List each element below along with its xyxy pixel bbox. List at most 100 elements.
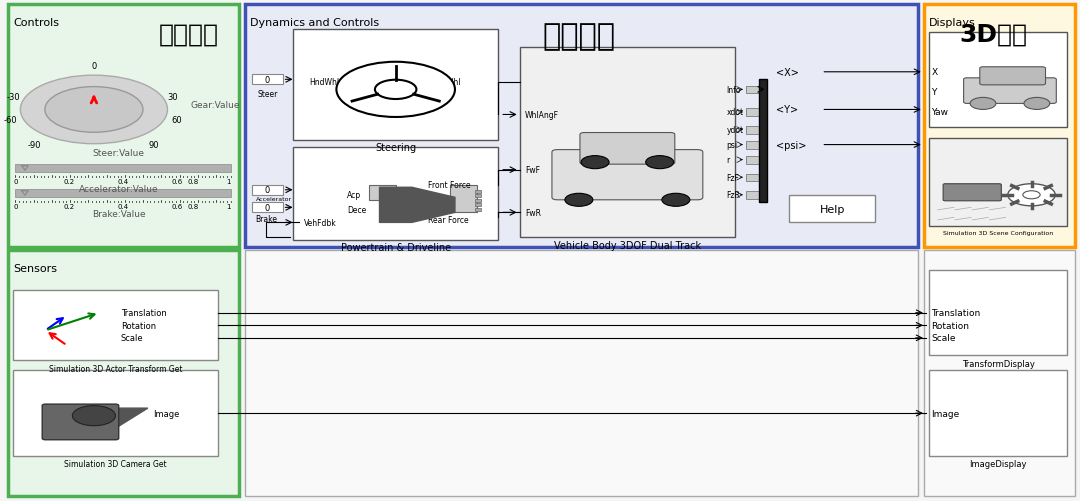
Text: Translation: Translation	[121, 309, 166, 318]
Text: 0.2: 0.2	[64, 204, 75, 210]
FancyBboxPatch shape	[963, 79, 1056, 104]
FancyBboxPatch shape	[368, 185, 395, 200]
Text: psi: psi	[727, 141, 738, 150]
Text: ydot: ydot	[727, 126, 744, 135]
Text: FzR: FzR	[727, 191, 741, 200]
FancyBboxPatch shape	[746, 127, 759, 134]
Text: Info: Info	[727, 86, 741, 95]
FancyBboxPatch shape	[475, 199, 481, 202]
FancyBboxPatch shape	[294, 30, 498, 140]
Text: Accelerator: Accelerator	[256, 197, 292, 202]
Text: Acp: Acp	[347, 191, 362, 200]
FancyBboxPatch shape	[929, 371, 1067, 456]
Circle shape	[336, 63, 455, 118]
Circle shape	[72, 406, 116, 426]
Circle shape	[375, 81, 417, 100]
Text: Displays: Displays	[929, 18, 976, 28]
FancyBboxPatch shape	[8, 250, 240, 496]
Text: Image: Image	[153, 409, 179, 418]
Text: Front Force: Front Force	[428, 181, 471, 190]
FancyBboxPatch shape	[746, 174, 759, 182]
Text: Image: Image	[931, 409, 959, 418]
Text: Translation: Translation	[931, 309, 981, 318]
FancyBboxPatch shape	[8, 5, 240, 248]
Text: 0.8: 0.8	[188, 179, 199, 185]
FancyBboxPatch shape	[15, 165, 231, 173]
Text: 90: 90	[148, 141, 159, 150]
Text: Y: Y	[931, 88, 936, 97]
Text: Scale: Scale	[931, 334, 956, 343]
Text: 0: 0	[13, 204, 17, 210]
Text: Sensors: Sensors	[13, 263, 57, 273]
FancyBboxPatch shape	[475, 195, 481, 198]
Text: FmtWhl: FmtWhl	[431, 78, 460, 87]
Text: Simulation 3D Scene Configuration: Simulation 3D Scene Configuration	[943, 230, 1053, 235]
Text: Steer:Value: Steer:Value	[93, 149, 145, 158]
Text: Dynamics and Controls: Dynamics and Controls	[251, 18, 379, 28]
Text: 0.4: 0.4	[118, 179, 129, 185]
Text: 0: 0	[265, 76, 270, 85]
FancyBboxPatch shape	[929, 139, 1067, 226]
FancyBboxPatch shape	[294, 148, 498, 240]
FancyBboxPatch shape	[519, 48, 735, 238]
FancyBboxPatch shape	[13, 371, 218, 456]
Text: xdot: xdot	[727, 108, 744, 117]
Text: <psi>: <psi>	[777, 140, 807, 150]
Text: FzF: FzF	[727, 173, 740, 182]
Text: Dece: Dece	[347, 206, 366, 215]
Text: 0.6: 0.6	[172, 179, 183, 185]
Text: 3D场景: 3D场景	[960, 23, 1028, 47]
Text: FwF: FwF	[525, 166, 540, 175]
FancyBboxPatch shape	[245, 250, 918, 496]
Text: 0.6: 0.6	[172, 204, 183, 210]
FancyBboxPatch shape	[475, 208, 481, 211]
FancyBboxPatch shape	[929, 271, 1067, 356]
Text: 0: 0	[265, 186, 270, 195]
FancyBboxPatch shape	[580, 133, 675, 165]
Text: Rotation: Rotation	[121, 321, 156, 330]
FancyBboxPatch shape	[449, 185, 476, 213]
FancyBboxPatch shape	[980, 68, 1045, 86]
Text: X: X	[931, 68, 937, 77]
FancyBboxPatch shape	[943, 184, 1001, 201]
FancyBboxPatch shape	[475, 204, 481, 207]
Text: Powertrain & Driveline: Powertrain & Driveline	[340, 243, 450, 253]
Circle shape	[970, 98, 996, 110]
Text: -30: -30	[6, 93, 21, 102]
Text: Steering: Steering	[375, 143, 416, 153]
Text: 0: 0	[265, 203, 270, 212]
Text: Gear:Value: Gear:Value	[191, 101, 241, 110]
FancyBboxPatch shape	[42, 404, 119, 440]
FancyBboxPatch shape	[475, 190, 481, 193]
Text: r: r	[727, 156, 730, 165]
FancyBboxPatch shape	[13, 291, 218, 361]
Text: Controls: Controls	[13, 18, 59, 28]
Text: 0.2: 0.2	[64, 179, 75, 185]
Circle shape	[565, 194, 593, 207]
FancyBboxPatch shape	[245, 5, 918, 248]
FancyBboxPatch shape	[552, 150, 703, 200]
FancyBboxPatch shape	[15, 190, 231, 198]
Text: <X>: <X>	[777, 68, 799, 78]
Text: 60: 60	[171, 116, 181, 124]
Circle shape	[45, 87, 143, 133]
FancyBboxPatch shape	[253, 75, 283, 85]
Text: -60: -60	[3, 116, 17, 124]
Text: 0.4: 0.4	[118, 204, 129, 210]
Text: Simulation 3D Camera Get: Simulation 3D Camera Get	[64, 459, 166, 468]
FancyBboxPatch shape	[929, 33, 1067, 128]
FancyBboxPatch shape	[923, 5, 1075, 248]
Circle shape	[581, 156, 609, 169]
Text: FwR: FwR	[525, 208, 541, 217]
Circle shape	[646, 156, 674, 169]
FancyBboxPatch shape	[923, 250, 1075, 496]
Text: WhlAngF: WhlAngF	[525, 111, 559, 120]
FancyBboxPatch shape	[746, 142, 759, 149]
FancyBboxPatch shape	[746, 192, 759, 199]
FancyBboxPatch shape	[746, 87, 759, 94]
Text: Rear Force: Rear Force	[428, 216, 469, 225]
Text: Brake: Brake	[256, 214, 278, 223]
Text: 0.8: 0.8	[188, 204, 199, 210]
FancyBboxPatch shape	[789, 195, 875, 223]
Polygon shape	[116, 408, 148, 428]
